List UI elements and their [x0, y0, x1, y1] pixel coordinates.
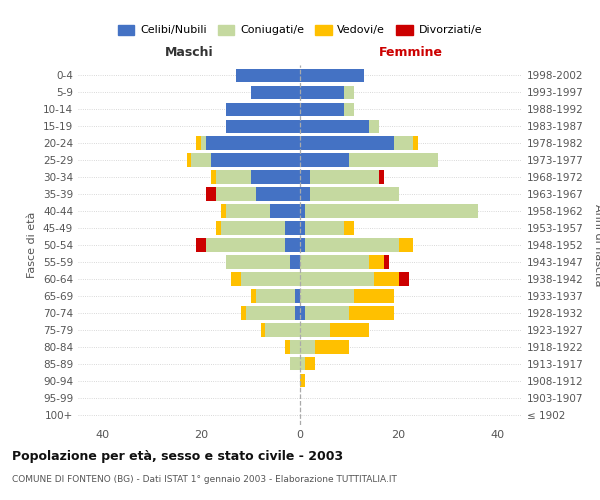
Y-axis label: Fasce di età: Fasce di età [28, 212, 37, 278]
Bar [413, 136, 418, 149]
Bar [290, 357, 300, 370]
Bar [241, 272, 300, 285]
Bar [295, 290, 300, 302]
Bar [285, 222, 300, 234]
Bar [216, 188, 256, 200]
Bar [226, 102, 300, 116]
Text: Maschi: Maschi [164, 46, 214, 59]
Bar [310, 188, 398, 200]
Bar [310, 170, 379, 183]
Bar [349, 154, 438, 166]
Bar [206, 136, 300, 149]
Bar [236, 68, 300, 82]
Bar [300, 120, 369, 133]
Bar [285, 238, 300, 252]
Bar [211, 154, 300, 166]
Bar [221, 222, 285, 234]
Bar [398, 238, 413, 252]
Bar [300, 256, 369, 268]
Bar [344, 86, 354, 99]
Bar [305, 357, 315, 370]
Bar [344, 222, 354, 234]
Bar [295, 306, 300, 320]
Bar [251, 290, 256, 302]
Bar [216, 170, 251, 183]
Bar [300, 154, 349, 166]
Bar [369, 256, 384, 268]
Bar [271, 204, 300, 218]
Text: Femmine: Femmine [379, 46, 443, 59]
Bar [226, 120, 300, 133]
Bar [191, 154, 211, 166]
Text: Popolazione per età, sesso e stato civile - 2003: Popolazione per età, sesso e stato civil… [12, 450, 343, 463]
Bar [251, 170, 300, 183]
Bar [300, 324, 329, 336]
Bar [300, 136, 394, 149]
Bar [398, 272, 409, 285]
Bar [300, 102, 344, 116]
Bar [315, 340, 349, 353]
Bar [300, 222, 305, 234]
Bar [300, 374, 305, 388]
Bar [206, 238, 285, 252]
Bar [300, 204, 305, 218]
Text: COMUNE DI FONTENO (BG) - Dati ISTAT 1° gennaio 2003 - Elaborazione TUTTITALIA.IT: COMUNE DI FONTENO (BG) - Dati ISTAT 1° g… [12, 475, 397, 484]
Bar [241, 306, 246, 320]
Bar [300, 340, 315, 353]
Bar [300, 86, 344, 99]
Bar [305, 306, 349, 320]
Bar [300, 238, 305, 252]
Bar [305, 238, 398, 252]
Bar [300, 170, 310, 183]
Bar [206, 188, 216, 200]
Bar [290, 340, 300, 353]
Bar [300, 357, 305, 370]
Bar [300, 188, 310, 200]
Bar [226, 204, 271, 218]
Bar [379, 170, 384, 183]
Bar [349, 306, 394, 320]
Bar [285, 340, 290, 353]
Bar [256, 188, 300, 200]
Bar [196, 238, 206, 252]
Bar [216, 222, 221, 234]
Bar [256, 290, 295, 302]
Bar [231, 272, 241, 285]
Bar [300, 306, 305, 320]
Bar [290, 256, 300, 268]
Bar [265, 324, 300, 336]
Legend: Celibi/Nubili, Coniugati/e, Vedovi/e, Divorziati/e: Celibi/Nubili, Coniugati/e, Vedovi/e, Di… [113, 20, 487, 40]
Bar [300, 290, 354, 302]
Bar [329, 324, 369, 336]
Bar [196, 136, 202, 149]
Bar [374, 272, 398, 285]
Bar [211, 170, 216, 183]
Bar [226, 256, 290, 268]
Bar [251, 86, 300, 99]
Bar [344, 102, 354, 116]
Y-axis label: Anni di nascita: Anni di nascita [593, 204, 600, 286]
Bar [300, 272, 374, 285]
Bar [394, 136, 413, 149]
Bar [354, 290, 394, 302]
Bar [260, 324, 265, 336]
Bar [369, 120, 379, 133]
Bar [202, 136, 206, 149]
Bar [300, 68, 364, 82]
Bar [221, 204, 226, 218]
Bar [305, 222, 344, 234]
Bar [384, 256, 389, 268]
Bar [187, 154, 191, 166]
Bar [246, 306, 295, 320]
Bar [305, 204, 478, 218]
